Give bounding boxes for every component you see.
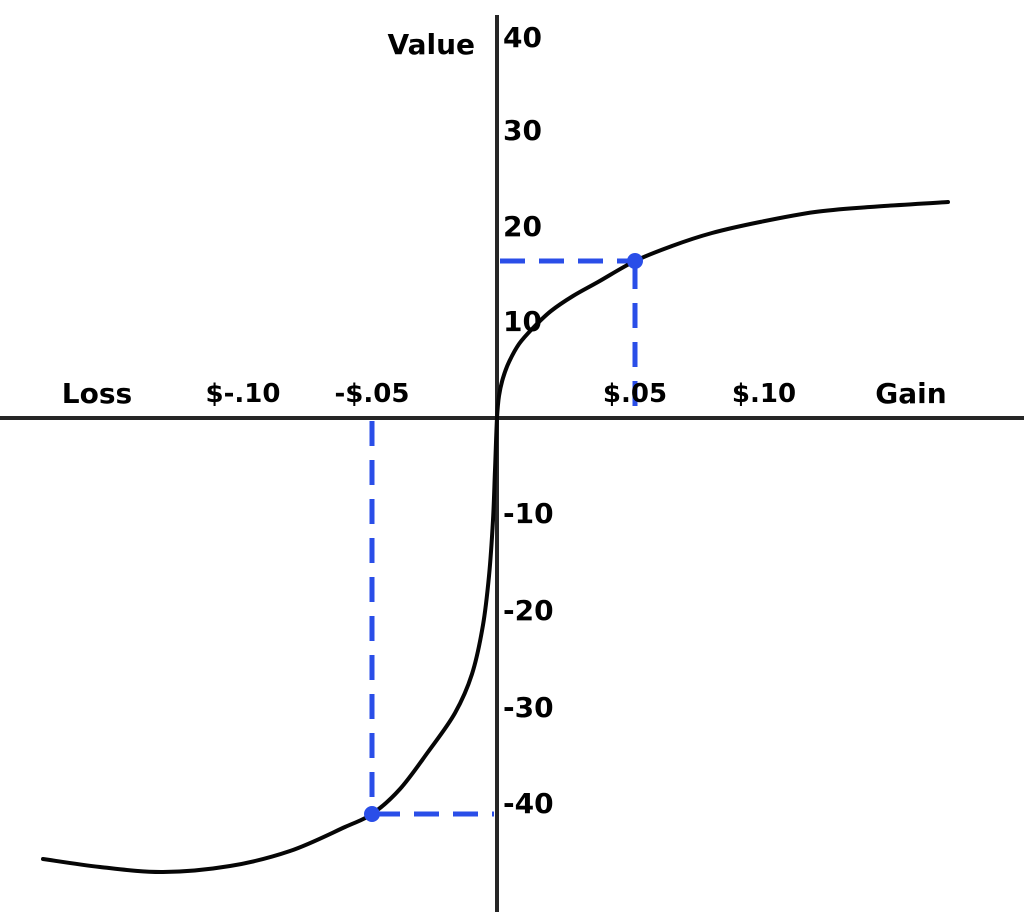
- x-axis-label-loss: Loss: [61, 377, 133, 410]
- y-tick-label-10: 10: [503, 305, 542, 338]
- y-tick-label--10: -10: [503, 497, 554, 530]
- x-axis-label-05: -$.05: [334, 379, 410, 409]
- y-tick-label--20: -20: [503, 594, 554, 627]
- y-tick-label-30: 30: [503, 114, 542, 147]
- x-axis-label-gain: Gain: [875, 377, 947, 410]
- value-function-curve: [41, 200, 950, 875]
- loss-point-dot: [364, 806, 380, 822]
- y-tick-label-40: 40: [503, 21, 542, 54]
- gain-point-dot: [627, 253, 643, 269]
- y-axis-title: Value: [387, 28, 475, 61]
- x-axis-label-10: $.10: [731, 379, 797, 409]
- y-tick-label--40: -40: [503, 787, 554, 820]
- x-axis-label-05: $.05: [602, 379, 668, 409]
- x-axis-label-10: $-.10: [205, 379, 281, 409]
- y-tick-label--30: -30: [503, 691, 554, 724]
- y-tick-label-20: 20: [503, 210, 542, 243]
